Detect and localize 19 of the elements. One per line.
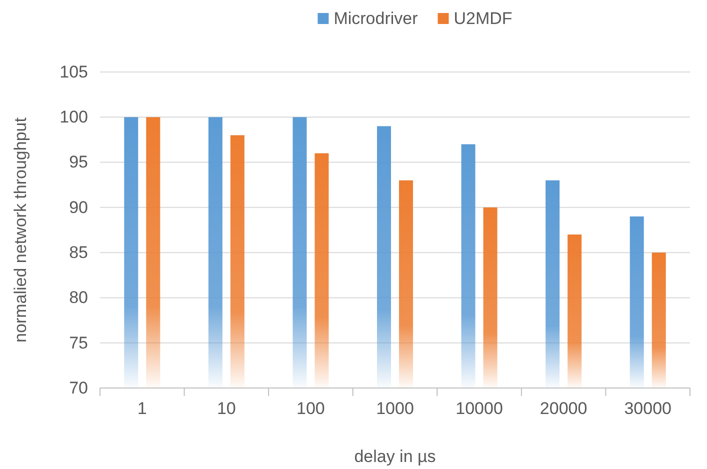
- x-tick-label: 10: [216, 399, 236, 418]
- y-tick-label: 80: [69, 288, 88, 308]
- y-tick-label: 75: [69, 333, 88, 352]
- y-tick-label: 105: [60, 62, 88, 82]
- x-axis-title: delay in µs: [354, 447, 436, 466]
- y-tick-label: 100: [60, 108, 88, 127]
- legend-label: U2MDF: [454, 9, 512, 28]
- legend-label: Microdriver: [334, 9, 418, 28]
- y-tick-label: 90: [69, 198, 88, 217]
- x-tick-label: 100: [296, 399, 325, 418]
- y-tick-label: 70: [69, 378, 88, 398]
- y-axis-title: normalied network throughput: [11, 117, 30, 342]
- x-tick-label: 1: [137, 399, 147, 418]
- y-tick-label: 95: [69, 152, 88, 172]
- x-tick-label: 30000: [624, 399, 672, 418]
- x-tick-label: 20000: [540, 399, 588, 418]
- y-tick-label: 85: [69, 243, 88, 262]
- x-tick-label: 10000: [456, 399, 503, 418]
- x-tick-label: 1000: [376, 399, 414, 418]
